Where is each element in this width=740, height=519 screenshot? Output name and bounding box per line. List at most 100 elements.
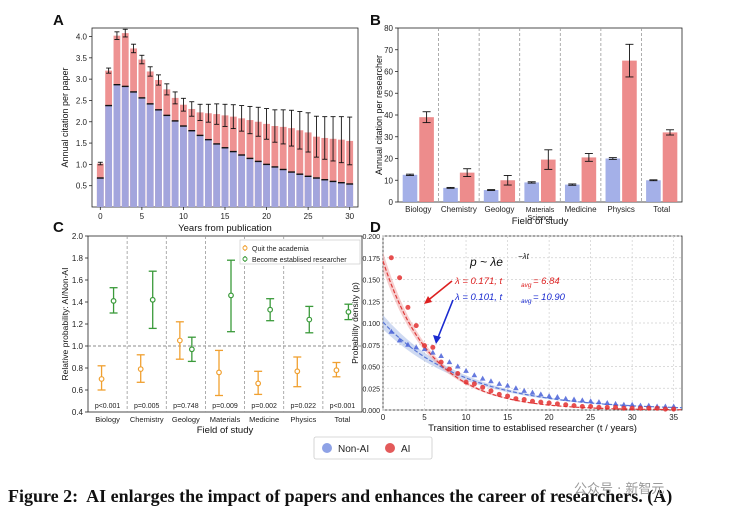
scatter-point-ai [646,405,652,411]
bar-nonai [564,184,580,202]
x-tick-label: Geology [485,205,515,214]
y-tick-label: 0.4 [72,408,84,417]
y-tick-label: 80 [384,24,393,33]
y-tick-label: 0.000 [362,408,380,415]
scatter-point-ai [662,406,668,412]
bar-nonai [254,161,262,207]
y-tick-label: 1.2 [72,320,84,329]
bar-nonai [180,126,187,207]
legend-swatch-nonai [322,443,332,453]
legend-swatch-marker [242,245,248,251]
x-tick-label: 20 [262,212,271,221]
scatter-point-nonai [538,391,544,397]
bar-nonai [196,135,204,207]
legend-swatch-marker [242,256,248,262]
bar-ai [419,117,434,202]
y-tick-label: 0.100 [362,321,380,328]
bar-nonai [402,174,418,202]
x-tick-label: 5 [422,413,427,422]
bar-ai [296,130,304,207]
x-tick-label: 30 [628,413,637,422]
y-axis-label: Annual citation per researcher [374,55,384,175]
legend-label-nonai: Non-AI [338,444,369,455]
scatter-point-ai [654,405,660,411]
scatter-point-nonai [446,359,453,365]
bar-nonai [304,176,312,207]
bar-ai [329,138,337,207]
scatter-point-ai [546,400,552,406]
x-tick-label: 20 [545,413,554,422]
x-tick-label: 30 [345,212,354,221]
scatter-point-ai [579,404,585,410]
x-tick-label: Biology [405,205,431,214]
bar-nonai [279,169,287,207]
scatter-point-nonai [554,393,561,399]
scatter-point-ai [496,391,502,397]
bar-ai [279,126,287,207]
x-tick-label: Total [653,205,670,214]
legend-entry: Become establised researcher [252,257,347,264]
x-tick-label: Chemistry [130,415,164,424]
y-tick-label: 4.0 [76,33,88,42]
bar-nonai [163,115,171,207]
scatter-point-nonai [479,375,486,381]
y-tick-label: 1.4 [72,298,84,307]
x-tick-label: 0 [381,413,386,422]
bar-nonai [96,178,104,207]
point-marker [110,298,117,304]
caption-text: AI enlarges the impact of papers and enh… [86,486,673,506]
annotation-text: λ = 0.171, t [454,276,503,287]
y-tick-label: 3.0 [76,75,88,84]
bar-nonai [337,182,345,207]
p-value-label: p=0.022 [291,403,317,410]
scatter-point-ai [604,404,610,410]
scatter-point-ai [488,388,494,394]
legend-frame [239,239,361,265]
x-tick-label: 0 [98,212,103,221]
x-tick-label: Physics [290,415,316,424]
y-tick-label: 2.0 [72,232,84,241]
scatter-point-nonai [471,372,478,378]
scatter-point-nonai [521,387,527,393]
scatter-point-nonai [496,380,503,386]
scatter-point-nonai [396,337,403,343]
scatter-point-nonai [438,353,444,359]
bar-nonai [146,103,154,207]
y-tick-label: 1.8 [72,254,84,263]
y-tick-label: 0.200 [362,234,380,241]
scatter-point-ai [596,404,602,410]
bar-nonai [605,158,621,202]
x-tick-label: Medicine [249,415,279,424]
bar-nonai [524,182,539,202]
scatter-point-ai [463,379,469,385]
x-tick-label: Physics [607,205,635,214]
scatter-point-ai [629,405,635,411]
x-tick-label: Materials [526,207,555,214]
point-marker [216,369,222,376]
scatter-point-nonai [421,346,428,352]
scatter-point-nonai [454,363,461,369]
point-marker [333,367,340,374]
y-tick-label: 1.0 [72,342,84,351]
bar-nonai [271,166,279,207]
point-marker [176,337,183,344]
scatter-point-ai [621,405,627,411]
x-axis-label: Transition time to establised researcher… [428,423,637,434]
x-axis-label: Field of study [512,216,569,227]
bar-nonai [329,181,337,207]
bar-nonai [105,105,113,207]
scatter-point-ai [438,359,444,365]
panel-d: D 0.000 0.025 0.050 0.075 0.100 0.125 0.150 0.17… [350,219,683,434]
panel-letter: C [53,219,64,236]
legend-label-ai: AI [401,444,410,455]
x-tick-label: 10 [179,212,188,221]
x-tick-label: Total [335,415,351,424]
y-tick-label: 1.6 [72,276,84,285]
y-tick-label: 60 [384,68,393,77]
scatter-point-nonai [546,393,552,399]
scatter-point-ai [538,399,544,405]
bar-ai [288,128,295,207]
bar-nonai [246,158,254,207]
p-value-label: p<0.001 [95,403,121,410]
point-marker [98,376,105,382]
